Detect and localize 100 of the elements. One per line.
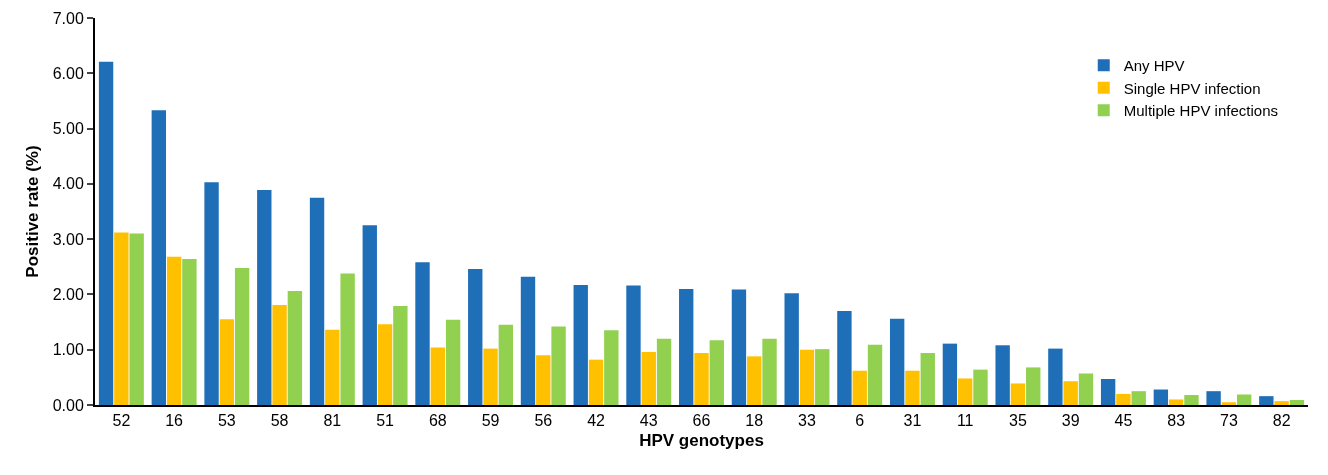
x-tick-label: 6 [855, 412, 865, 430]
bar [1206, 391, 1221, 405]
x-tick-label: 59 [481, 412, 500, 430]
bar [573, 285, 588, 405]
x-tick-label: 43 [639, 412, 658, 430]
x-tick-label: 81 [323, 412, 342, 430]
bar [1289, 400, 1305, 405]
x-tick-label: 31 [903, 412, 922, 430]
legend-label: Any HPV [1123, 57, 1185, 75]
bar [536, 355, 551, 405]
bar [656, 338, 672, 405]
x-tick-label: 56 [534, 412, 553, 430]
bar [905, 370, 920, 405]
bar [731, 289, 747, 405]
bar [889, 318, 905, 405]
bar [182, 259, 197, 405]
x-tick-label: 39 [1061, 412, 1080, 430]
y-tick-label: 5.00 [52, 120, 84, 138]
bar [166, 256, 182, 405]
bar [415, 262, 430, 405]
bar [272, 304, 287, 405]
bar [1168, 399, 1184, 405]
bar [1078, 373, 1094, 405]
x-tick-label: 45 [1114, 412, 1133, 430]
bar [799, 349, 815, 405]
bar [204, 182, 219, 405]
bar [98, 61, 114, 405]
x-tick-label: 11 [956, 412, 974, 430]
x-tick-label: 73 [1219, 412, 1238, 430]
x-tick-label: 83 [1167, 412, 1186, 430]
bar [747, 356, 762, 405]
bar [1026, 367, 1041, 405]
bar [219, 319, 235, 405]
y-tick-label: 3.00 [52, 230, 84, 248]
bar [1237, 394, 1252, 405]
x-tick-label: 66 [692, 412, 711, 430]
bar [641, 351, 656, 405]
legend-label: Single HPV infection [1123, 79, 1261, 97]
bar [679, 288, 694, 405]
y-tick-label: 1.00 [52, 341, 84, 359]
bar [309, 197, 325, 405]
bar [762, 338, 777, 405]
bar [483, 348, 498, 405]
legend-label: Multiple HPV infections [1123, 102, 1278, 120]
bar [445, 319, 461, 405]
x-tick-label: 58 [270, 412, 289, 430]
bar [942, 343, 958, 405]
bar [1221, 402, 1237, 405]
x-tick-label: 18 [745, 412, 764, 430]
bar [626, 285, 641, 405]
bar [604, 330, 619, 405]
bar [1131, 391, 1146, 405]
bar [837, 311, 852, 405]
bar [151, 110, 166, 405]
bar [867, 344, 883, 405]
bar [995, 345, 1010, 405]
y-tick-label: 4.00 [52, 175, 84, 193]
bar [958, 378, 973, 405]
y-tick-label: 2.00 [52, 286, 84, 304]
bar [1048, 348, 1063, 405]
x-axis-title: HPV genotypes [639, 431, 764, 451]
bar [1116, 393, 1131, 405]
bar [362, 225, 377, 405]
bar [287, 291, 303, 405]
bar [784, 293, 799, 405]
y-tick-label: 6.00 [52, 64, 84, 82]
y-tick-label: 7.00 [52, 9, 84, 27]
bar [694, 353, 709, 405]
x-tick-label: 82 [1272, 412, 1291, 430]
bar [257, 189, 272, 405]
bar [709, 340, 724, 405]
bar [340, 273, 355, 405]
x-tick-label: 16 [165, 412, 184, 430]
bar [468, 269, 483, 405]
x-tick-label: 68 [428, 412, 447, 430]
bar [377, 324, 393, 405]
x-tick-label: 52 [112, 412, 131, 430]
x-tick-label: 53 [217, 412, 236, 430]
bar [920, 353, 935, 405]
bar [430, 347, 445, 405]
bar [973, 369, 988, 405]
bar [234, 267, 250, 405]
bar [1010, 383, 1026, 405]
x-tick-label: 35 [1009, 412, 1027, 430]
y-axis-title: Positive rate (%) [22, 145, 42, 278]
bar [1259, 396, 1274, 405]
bar [325, 329, 340, 405]
bar [520, 276, 536, 405]
bar [393, 306, 408, 405]
x-tick-label: 33 [798, 412, 816, 430]
bar [1153, 389, 1169, 405]
bar [1063, 381, 1078, 405]
x-tick-label: 51 [376, 412, 395, 430]
x-tick-label: 42 [587, 412, 606, 430]
bar [1184, 395, 1199, 405]
bar [1274, 401, 1289, 405]
bar [498, 324, 514, 405]
bar [815, 349, 830, 405]
bar [588, 359, 604, 405]
bar [551, 326, 566, 405]
